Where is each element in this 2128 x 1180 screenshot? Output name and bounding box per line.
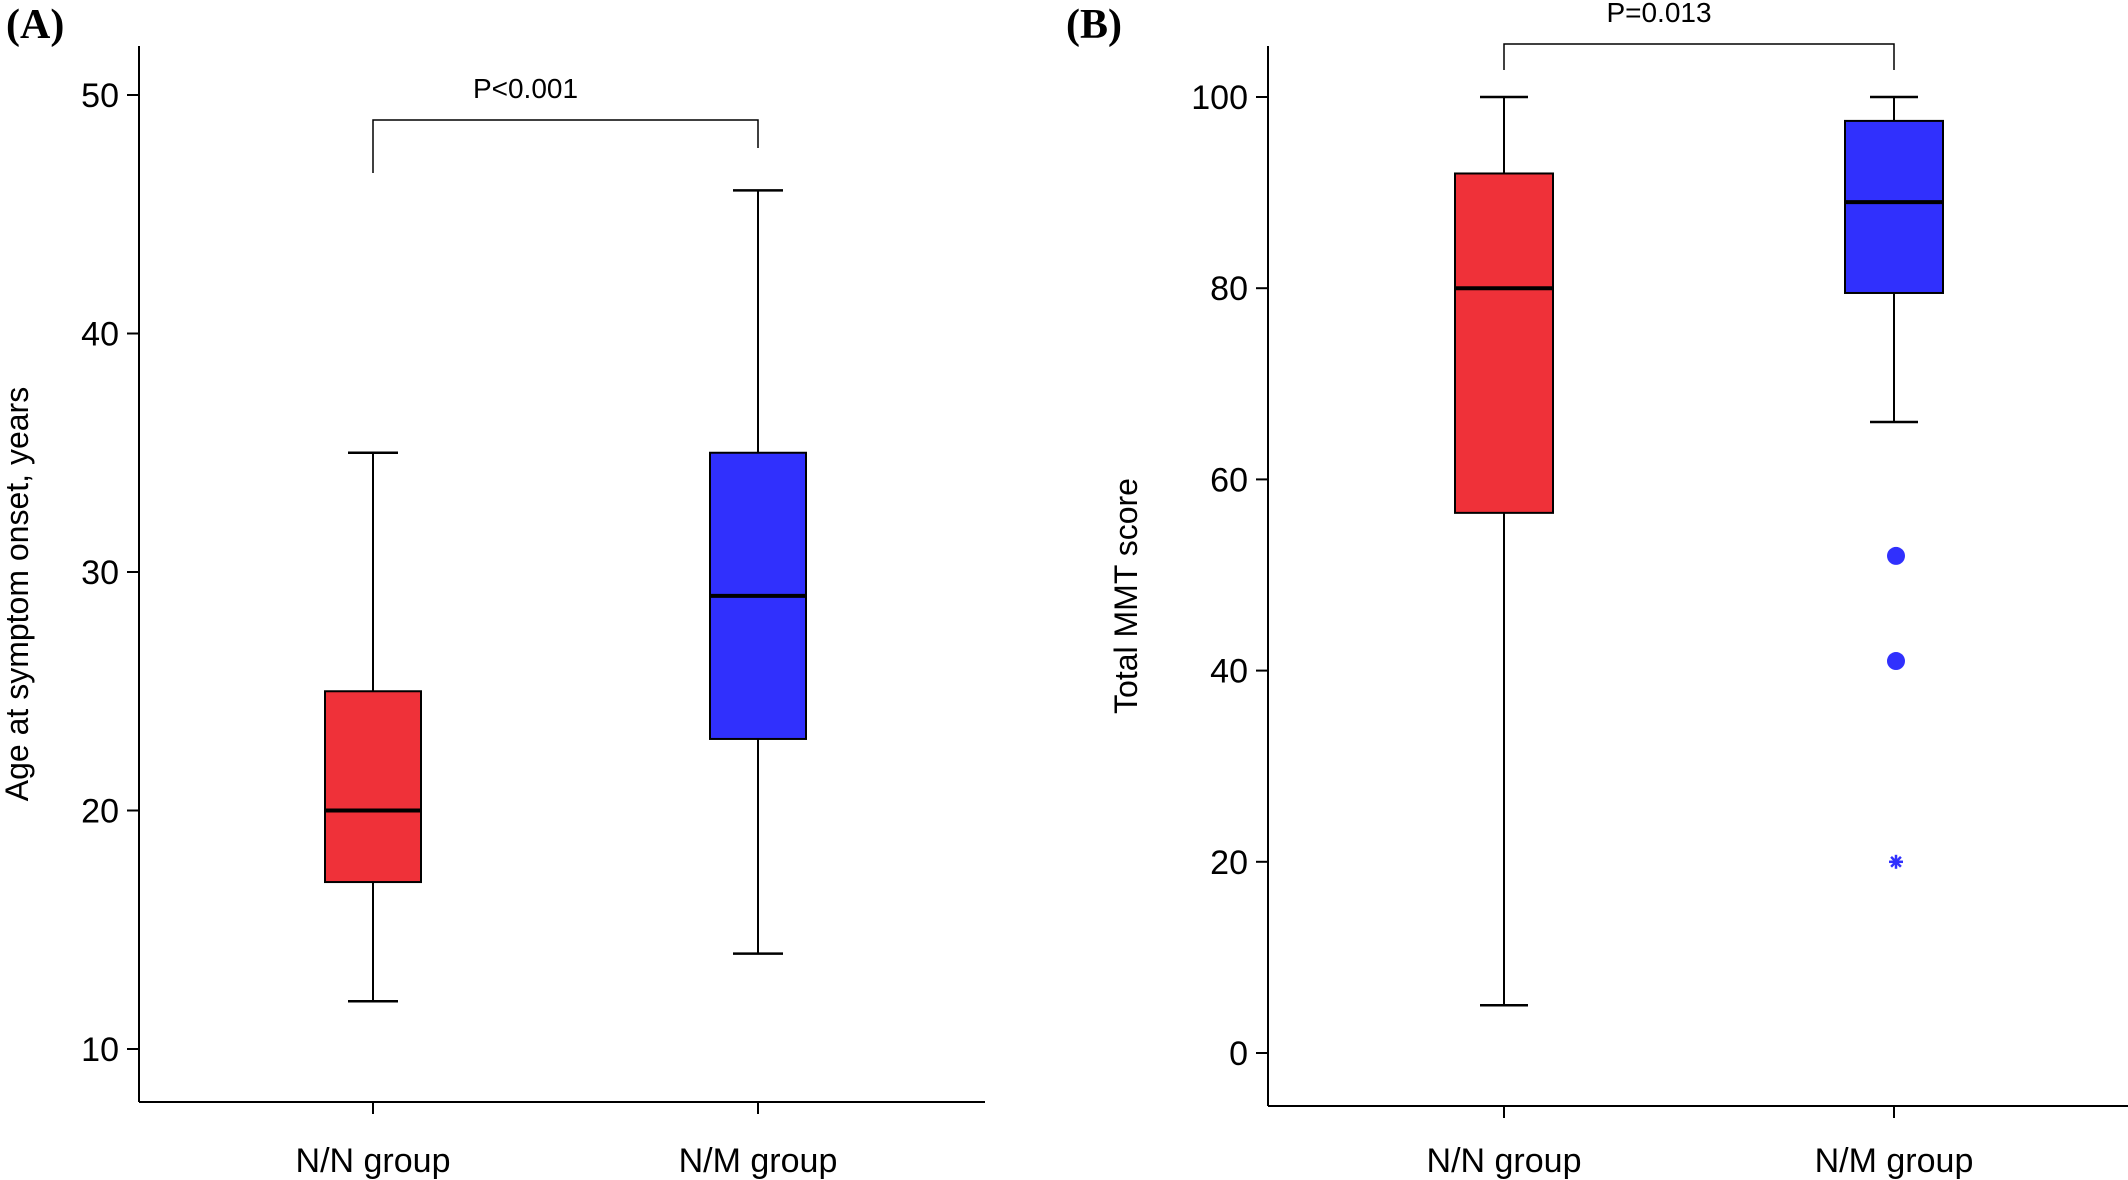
- y-tick-label: 80: [1210, 270, 1248, 308]
- p-value-label: P<0.001: [473, 73, 578, 104]
- category-label-nn-group: N/N group: [1427, 1142, 1582, 1180]
- y-tick-label: 20: [1210, 844, 1248, 882]
- panel-label: (B): [1066, 2, 1122, 48]
- y-axis-title: Age at symptom onset, years: [0, 387, 35, 801]
- outlier-point: [1887, 652, 1905, 671]
- box-nn-group: [324, 690, 422, 884]
- y-tick-label: 30: [81, 554, 119, 592]
- panel-a: (A) 10 20 30 40 50 Age at symptom onset, years…: [0, 2, 985, 1180]
- category-label-nn-group: N/N group: [296, 1142, 451, 1180]
- y-tick-label: 10: [81, 1031, 119, 1069]
- category-label-nm-group: N/M group: [1815, 1142, 1974, 1180]
- y-tick-label: 20: [81, 793, 119, 831]
- p-value-label: P=0.013: [1606, 0, 1711, 28]
- extreme-outlier-point: [1889, 854, 1903, 869]
- y-tick-label: 40: [1210, 653, 1248, 691]
- significance-bracket: [1503, 43, 1895, 70]
- outlier-point: [1887, 546, 1905, 565]
- extreme-outlier-stroke: [1890, 856, 1902, 868]
- y-tick-label: 40: [81, 316, 119, 354]
- box-nm-group: [1844, 119, 1944, 294]
- y-tick-label: 50: [81, 77, 119, 115]
- y-tick-label: 60: [1210, 461, 1248, 499]
- panel-label: (A): [6, 2, 64, 48]
- y-axis-title: Total MMT score: [1108, 478, 1144, 714]
- box-nn-group: [1454, 172, 1554, 514]
- y-tick-label: 0: [1229, 1035, 1248, 1073]
- significance-bracket: [372, 119, 759, 173]
- y-tick-label: 100: [1191, 79, 1248, 117]
- category-label-nm-group: N/M group: [679, 1142, 838, 1180]
- panel-b: (B) 0 20 40 60 80 100 Total MMT score N/N group N…: [1066, 0, 2128, 1180]
